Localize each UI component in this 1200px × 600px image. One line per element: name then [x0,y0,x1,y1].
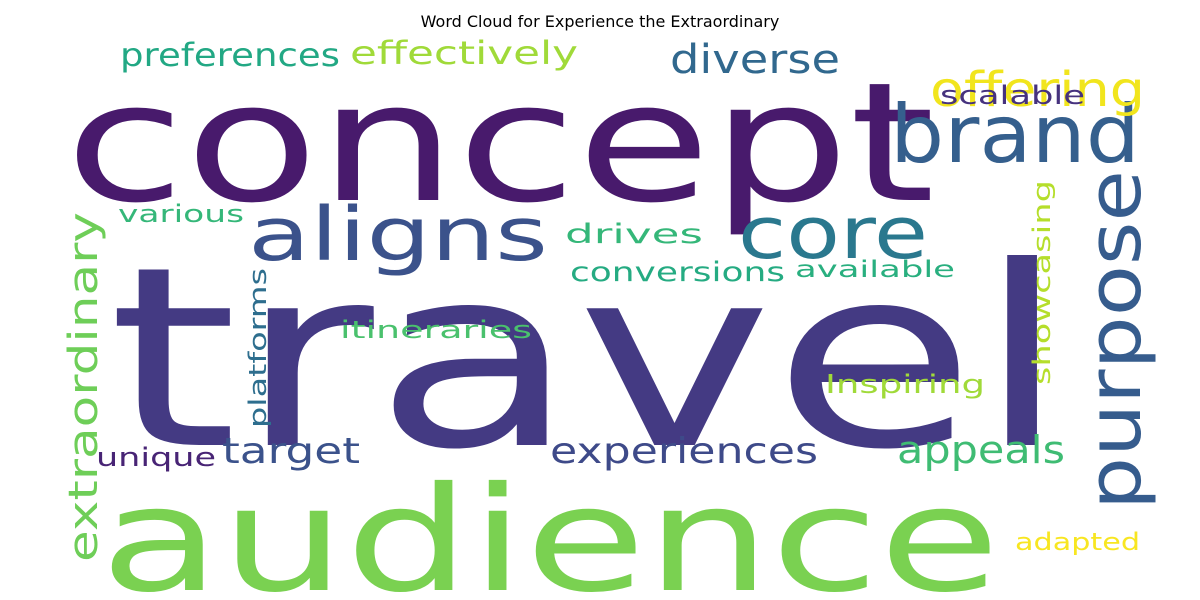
word-showcasing: showcasing [1028,180,1056,385]
word-various: various [118,200,244,228]
word-diverse: diverse [670,37,840,83]
word-audience: audience [100,456,1000,600]
word-itineraries: itineraries [340,316,532,344]
word-unique: unique [96,443,216,473]
word-preferences: preferences [120,36,340,74]
word-appeals: appeals [897,428,1065,472]
word-effectively: effectively [350,34,578,72]
word-drives: drives [565,219,703,250]
word-extraordinary: extraordinary [61,212,107,562]
word-purpose: purpose [1072,170,1158,510]
word-available: available [795,257,955,283]
word-concept: concept [65,47,935,239]
word-adapted: adapted [1015,528,1140,556]
chart-title: Word Cloud for Experience the Extraordin… [420,12,780,31]
word-scalable: scalable [940,81,1085,111]
word-target: target [222,431,360,472]
word-conversions: conversions [570,257,785,288]
word-experiences: experiences [550,431,818,472]
word-offering: offering [930,62,1145,118]
word-aligns: aligns [248,192,548,278]
word-core: core [738,191,928,275]
word-platforms: platforms [244,268,272,428]
word-brand: brand [890,88,1140,181]
word-inspiring: Inspiring [825,370,985,400]
word-travel: travel [108,213,1068,504]
